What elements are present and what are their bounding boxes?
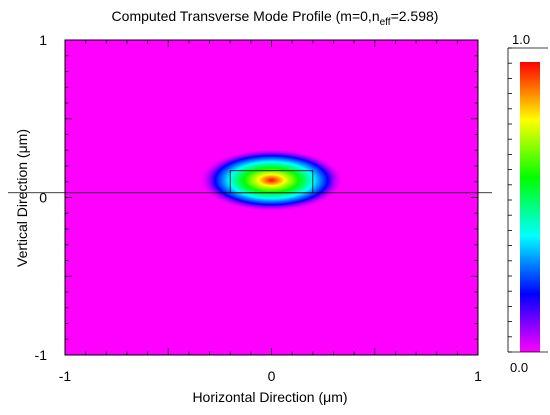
x-tick-label: 0 xyxy=(268,368,276,384)
y-tick-label: 1 xyxy=(39,32,47,48)
title-prefix: Computed Transverse Mode Profile (m=0,n xyxy=(111,8,380,24)
y-axis-label: Vertical Direction (μm) xyxy=(14,129,30,267)
colorbar-min-label: 0.0 xyxy=(510,360,528,375)
colorbar-gradient-bar xyxy=(520,62,540,352)
y-tick-label: -1 xyxy=(35,347,48,363)
colorbar: 1.0 0.0 xyxy=(507,32,548,375)
y-tick-label: 0 xyxy=(39,190,47,206)
x-tick-label: 1 xyxy=(474,368,482,384)
axes: -1 0 1 1 0 -1 xyxy=(35,32,483,384)
title-subscript: eff xyxy=(379,16,391,28)
chart-title: Computed Transverse Mode Profile (m=0,ne… xyxy=(0,8,550,28)
plot-area xyxy=(8,40,492,355)
x-axis-label: Horizontal Direction (μm) xyxy=(192,389,348,405)
x-tick-label: -1 xyxy=(59,368,72,384)
title-suffix: =2.598) xyxy=(390,8,439,24)
colorbar-max-label: 1.0 xyxy=(512,32,530,47)
mode-field-ellipse xyxy=(199,148,344,212)
